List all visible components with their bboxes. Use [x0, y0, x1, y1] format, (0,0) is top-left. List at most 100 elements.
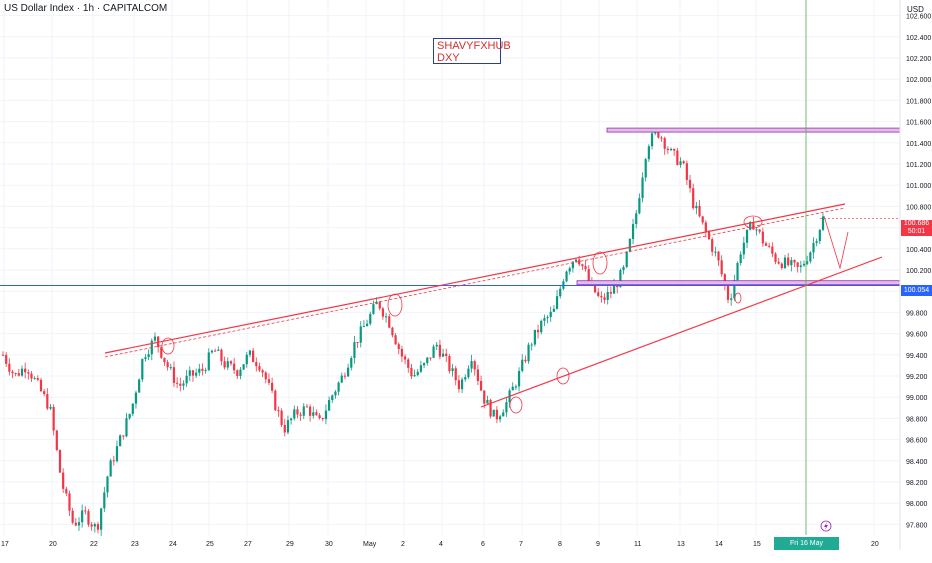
- candle-body: [555, 296, 559, 309]
- candle-body: [128, 413, 131, 419]
- candle-body: [739, 254, 742, 263]
- candle-body: [711, 239, 714, 252]
- candle-body: [163, 357, 166, 363]
- candle-body: [812, 242, 815, 253]
- candle-body: [359, 326, 362, 343]
- candle-body: [68, 493, 71, 511]
- candle-body: [733, 280, 736, 299]
- candle-body: [223, 361, 226, 368]
- countdown: 50:01: [907, 228, 926, 235]
- candle-body: [264, 372, 267, 380]
- candle-body: [432, 346, 435, 358]
- price-tick: 98.800: [906, 416, 928, 423]
- candle-body: [774, 253, 777, 262]
- price-axis[interactable]: 102.600 102.400 102.200 102.000 101.800 101.6…: [899, 0, 931, 550]
- candle-body: [473, 361, 476, 370]
- price-tick: 102.400: [906, 35, 931, 42]
- candle-body: [391, 327, 394, 336]
- candle-body: [274, 390, 277, 411]
- candle-body: [153, 336, 157, 341]
- swing-circle: [161, 337, 175, 355]
- candle-body: [752, 221, 755, 230]
- candle-body: [616, 285, 619, 288]
- price-tick: 99.800: [906, 310, 928, 317]
- candle-body: [669, 148, 673, 151]
- candle-body: [717, 251, 720, 261]
- candle-body: [755, 229, 758, 231]
- candle-body: [134, 392, 138, 404]
- candle-body: [457, 380, 461, 390]
- date-tick: 20: [871, 541, 879, 548]
- candle-body: [160, 347, 163, 358]
- price-tick: 99.600: [906, 332, 928, 339]
- resistance-zone: [606, 127, 901, 133]
- candle-body: [783, 257, 787, 269]
- watermark-line1: SHAVYFXHUB: [437, 40, 511, 52]
- candle-body: [489, 399, 492, 417]
- candle-body: [315, 412, 318, 416]
- candle-body: [65, 488, 68, 494]
- candle-body: [328, 400, 331, 411]
- candle-body: [362, 326, 366, 328]
- support-trendline: [480, 256, 883, 408]
- candle-body: [271, 382, 274, 391]
- candle-body: [258, 366, 261, 371]
- candle-body: [207, 352, 210, 371]
- date-tick: 23: [131, 541, 139, 548]
- chart-title: US Dollar Index · 1h · CAPITALCOM: [4, 3, 168, 14]
- candle-body: [546, 317, 549, 319]
- candle-body: [552, 308, 555, 312]
- candle-body: [514, 386, 517, 388]
- candle-body: [688, 179, 692, 189]
- candle-body: [122, 435, 125, 437]
- candle-body: [71, 510, 74, 523]
- candle-body: [479, 381, 483, 391]
- candle-body: [745, 229, 749, 243]
- price-tick: 99.200: [906, 374, 928, 381]
- price-tick: 101.800: [906, 98, 931, 105]
- swing-circle: [556, 367, 570, 385]
- candle-body: [226, 361, 229, 368]
- candle-body: [492, 409, 495, 417]
- candle-body: [498, 416, 502, 420]
- candle-body: [188, 370, 191, 376]
- date-tick: 2: [401, 541, 405, 548]
- date-tick: 11: [634, 541, 641, 548]
- candle-body: [483, 390, 486, 404]
- candle-body: [214, 350, 217, 352]
- date-tick: 30: [325, 541, 333, 548]
- candle-body: [100, 508, 103, 530]
- candle-body: [441, 353, 445, 357]
- swing-circle: [387, 293, 403, 317]
- candle-body: [685, 163, 688, 180]
- candle-body: [109, 460, 112, 477]
- candle-body: [815, 241, 818, 243]
- candle-body: [369, 313, 372, 324]
- date-axis[interactable]: 17 20 22 23 24 25 27 29 30 May 2 4 6 7 8 9 11 13 14 15 20: [1, 541, 879, 548]
- cursor-date-badge: Fri 16 May '25 06:00: [774, 537, 839, 560]
- candle-body: [654, 132, 657, 134]
- candle-body: [131, 403, 134, 414]
- candle-body: [242, 364, 245, 370]
- candle-body: [568, 268, 571, 272]
- candle-body: [8, 363, 11, 372]
- candle-body: [394, 335, 397, 345]
- candle-body: [217, 349, 220, 351]
- candle-body: [255, 362, 258, 367]
- candle-body: [388, 316, 391, 328]
- candle-body: [353, 342, 356, 359]
- date-tick: 7: [519, 541, 523, 548]
- candle-body: [578, 259, 581, 265]
- candle-body: [81, 510, 84, 523]
- candle-body: [422, 363, 426, 366]
- candle-body: [229, 361, 233, 364]
- candle-body: [533, 329, 536, 345]
- candle-body: [299, 414, 302, 416]
- price-chart[interactable]: 102.600 102.400 102.200 102.000 101.800 101.6…: [0, 0, 932, 550]
- candle-body: [530, 344, 533, 346]
- candle-body: [793, 260, 796, 263]
- candle-body: [236, 370, 239, 376]
- price-tick: 100.200: [906, 268, 931, 275]
- candle-body: [58, 449, 62, 473]
- candle-body: [660, 137, 663, 139]
